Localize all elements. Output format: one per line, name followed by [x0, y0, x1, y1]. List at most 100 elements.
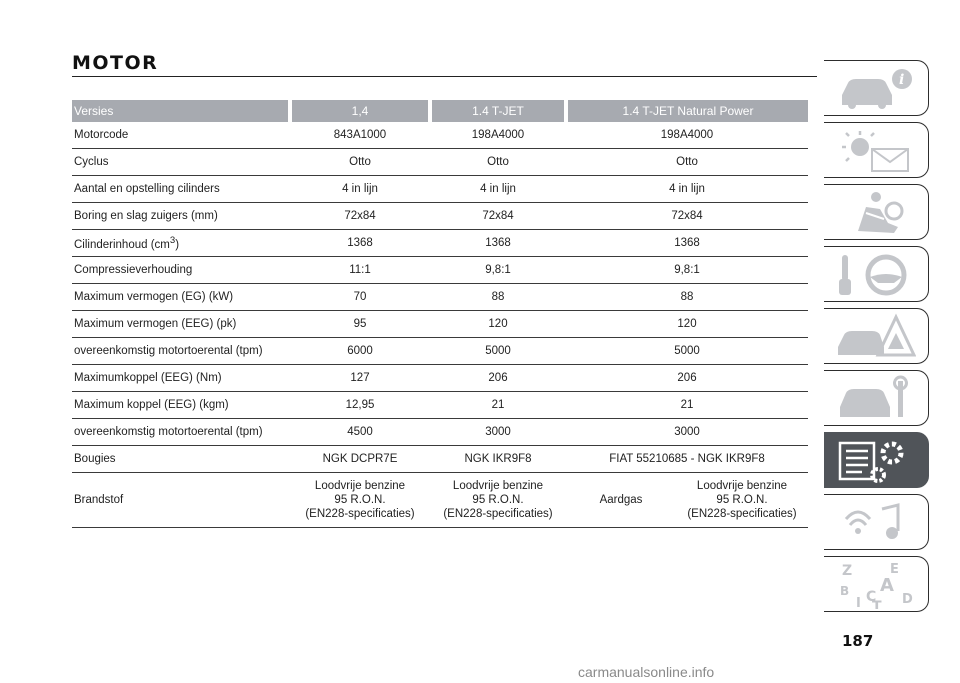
cell-v3: 4 in lijn — [566, 175, 808, 203]
index-letter: B — [840, 584, 849, 598]
table-row: Maximum koppel (EEG) (kgm) 12,95 21 21 — [72, 391, 808, 419]
watermark: carmanualsonline.info — [578, 664, 715, 680]
index-letter: Z — [842, 563, 852, 579]
tab-airbag-seat[interactable] — [824, 184, 929, 240]
row-label: Maximum vermogen (EG) (kW) — [72, 283, 290, 311]
row-label: Maximum koppel (EEG) (kgm) — [72, 391, 290, 419]
row-label: overeenkomstig motortoerental (tpm) — [72, 418, 290, 446]
engine-spec-table: Versies 1,4 1.4 T-JET 1.4 T-JET Natural … — [72, 100, 808, 528]
cell-v3: 1368 — [566, 229, 808, 257]
cell-v1: NGK DCPR7E — [290, 445, 430, 473]
cell-v2: 3000 — [430, 418, 566, 446]
table-row: Maximum vermogen (EEG) (pk) 95 120 120 — [72, 310, 808, 338]
table-row: Motorcode 843A1000 198A4000 198A4000 — [72, 122, 808, 149]
index-letter: I — [856, 596, 861, 609]
cell-v1: 4500 — [290, 418, 430, 446]
tab-specifications[interactable] — [824, 432, 929, 488]
row-label: Brandstof — [72, 472, 290, 528]
cell-v1: 95 — [290, 310, 430, 338]
cell-v1: 843A1000 — [290, 122, 430, 149]
row-label: Aantal en opstelling cilinders — [72, 175, 290, 203]
specifications-gear-icon — [838, 441, 904, 483]
cell-v2: 198A4000 — [430, 122, 566, 149]
row-label: Cyclus — [72, 148, 290, 176]
header-col-3: 1.4 T-JET Natural Power — [564, 100, 808, 122]
cell-v2: 9,8:1 — [430, 256, 566, 284]
cell-v2: NGK IKR9F8 — [430, 445, 566, 473]
tab-index[interactable]: Z E B A I C D T — [824, 556, 929, 612]
index-letter: A — [880, 575, 894, 596]
car-info-icon: i — [842, 69, 912, 109]
multimedia-icon — [844, 503, 900, 539]
header-versies: Versies — [72, 100, 290, 122]
cell-v3: Otto — [566, 148, 808, 176]
tab-car-maintenance[interactable] — [824, 370, 929, 426]
tab-car-info[interactable]: i — [824, 60, 929, 116]
table-row: Cyclus Otto Otto Otto — [72, 148, 808, 176]
index-letter: C — [866, 589, 876, 605]
table-row: Compressieverhouding 11:1 9,8:1 9,8:1 — [72, 256, 808, 284]
cell-v1: 72x84 — [290, 202, 430, 230]
cell-v1: Otto — [290, 148, 430, 176]
index-letter: T — [872, 599, 882, 609]
airbag-seat-icon — [858, 192, 904, 233]
table-row: Maximumkoppel (EEG) (Nm) 127 206 206 — [72, 364, 808, 392]
cell-v3: 206 — [566, 364, 808, 392]
row-label: overeenkomstig motortoerental (tpm) — [72, 337, 290, 365]
car-emergency-icon — [838, 313, 916, 357]
index-letter: D — [902, 592, 913, 607]
car-maintenance-icon — [840, 375, 908, 417]
header-col-2: 1.4 T-JET — [428, 100, 566, 122]
cell-v2: 4 in lijn — [430, 175, 566, 203]
table-row: Maximum vermogen (EG) (kW) 70 88 88 — [72, 283, 808, 311]
cell-v2: 1368 — [430, 229, 566, 257]
cell-v2: 206 — [430, 364, 566, 392]
row-label: Boring en slag zuigers (mm) — [72, 202, 290, 230]
cell-v1: 11:1 — [290, 256, 430, 284]
row-label: Compressieverhouding — [72, 256, 290, 284]
cell-v3: 198A4000 — [566, 122, 808, 149]
cell-fuel-v2: Loodvrije benzine 95 R.O.N. (EN228-specifi… — [430, 472, 566, 528]
tab-car-emergency[interactable] — [824, 308, 929, 364]
row-label: Cilinderinhoud (cm3) — [72, 229, 290, 257]
tab-warning-lights[interactable] — [824, 122, 929, 178]
table-header-row: Versies 1,4 1.4 T-JET 1.4 T-JET Natural … — [72, 100, 808, 122]
cell-v2: 5000 — [430, 337, 566, 365]
cell-v2: 21 — [430, 391, 566, 419]
tab-steering-key[interactable] — [824, 246, 929, 302]
table-row: Aantal en opstelling cilinders 4 in lijn 4… — [72, 175, 808, 203]
cell-fuel-v3b: Loodvrije benzine 95 R.O.N. (EN228-specifi… — [676, 472, 808, 528]
table-row-fuel: Brandstof Loodvrije benzine 95 R.O.N. (EN22… — [72, 472, 808, 528]
cell-v3: 21 — [566, 391, 808, 419]
row-label: Bougies — [72, 445, 290, 473]
cell-v3: 88 — [566, 283, 808, 311]
cell-fuel-v3a: Aardgas — [566, 472, 676, 528]
svg-text:i: i — [899, 72, 904, 88]
row-label: Maximum vermogen (EEG) (pk) — [72, 310, 290, 338]
cell-v1: 12,95 — [290, 391, 430, 419]
cell-v2: 72x84 — [430, 202, 566, 230]
cell-v1: 4 in lijn — [290, 175, 430, 203]
cell-v3: 5000 — [566, 337, 808, 365]
table-row: Bougies NGK DCPR7E NGK IKR9F8 FIAT 55210685… — [72, 445, 808, 473]
cell-v1: 1368 — [290, 229, 430, 257]
row-label: Maximumkoppel (EEG) (Nm) — [72, 364, 290, 392]
cell-fuel-v1: Loodvrije benzine 95 R.O.N. (EN228-specifi… — [290, 472, 430, 528]
cell-v3: 72x84 — [566, 202, 808, 230]
steering-wheel-key-icon — [839, 254, 907, 296]
tab-multimedia[interactable] — [824, 494, 929, 550]
table-row: overeenkomstig motortoerental (tpm) 6000 5… — [72, 337, 808, 365]
title-divider — [72, 76, 817, 77]
table-row: Boring en slag zuigers (mm) 72x84 72x84 72x… — [72, 202, 808, 230]
cell-v2: 120 — [430, 310, 566, 338]
cell-v3: 9,8:1 — [566, 256, 808, 284]
cell-v3: 3000 — [566, 418, 808, 446]
warning-lights-icon — [842, 131, 909, 172]
cell-v1: 6000 — [290, 337, 430, 365]
row-label: Motorcode — [72, 122, 290, 149]
index-letter: E — [890, 562, 899, 577]
page-number: 187 — [842, 632, 874, 650]
cell-v2: 88 — [430, 283, 566, 311]
index-letters-icon: Z E B A I C D T — [840, 562, 913, 609]
page-title: MOTOR — [72, 52, 159, 74]
